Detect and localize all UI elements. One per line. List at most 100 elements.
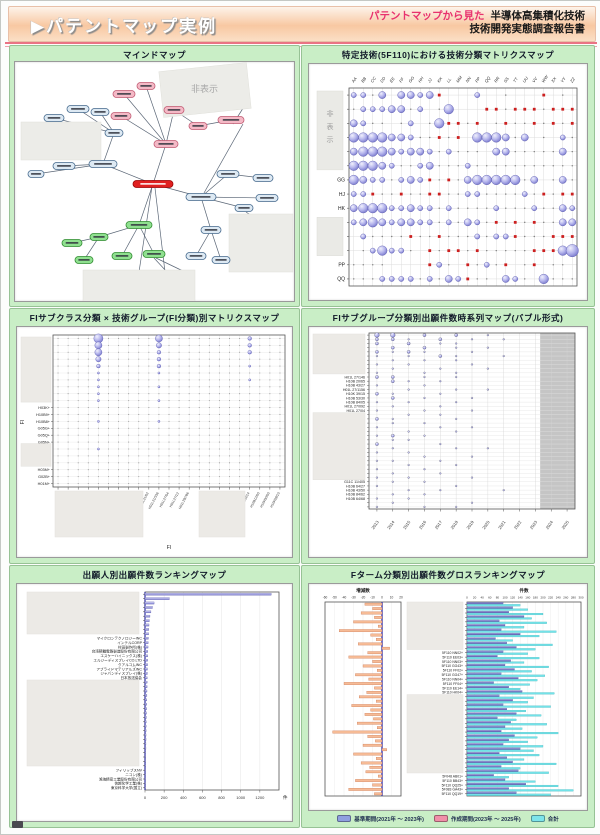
ranking-row-label: クアルコムINC (118, 662, 142, 667)
matrix2-row-label: G05N+ (38, 440, 51, 444)
page-header: ▶パテントマップ実例 パテントマップから見た 半導体高集積化技術 技術開発実態調査… (8, 6, 596, 42)
gross-total-bar (466, 745, 544, 748)
ranking-bar (144, 641, 149, 644)
gross-total-bar (466, 652, 528, 655)
ranking-bar (144, 716, 147, 719)
gross-base-bar (466, 655, 498, 658)
timeseries-row-label: H01L 27/146 (345, 375, 365, 379)
matrix2-x-axis-label: FI (167, 545, 171, 551)
gross-total-bar (466, 758, 525, 761)
timeseries-row-label: H10B 43/50 (346, 488, 365, 492)
gross-base-bar (466, 615, 525, 618)
legend-label: 基準期間(2021年 ～ 2023年) (354, 816, 424, 823)
gross-delta-bar (372, 607, 383, 610)
matrix1-title: 特定技術(5F110)における技術分類マトリクスマップ (341, 50, 555, 60)
matrix2-row-label: H10B8+ (36, 420, 51, 424)
panel-ranking: 出願人別出願件数ランキングマップ マイクロンテクノロジーINC インテルCORP 村… (9, 565, 300, 828)
gross-delta-bar (348, 788, 383, 791)
matrix2-x-label: H01L29/786 (178, 491, 190, 509)
panel-mindmap: マインドマップ 非表示 (9, 45, 300, 307)
ranking-x-tick: 400 (180, 795, 187, 800)
ranking-bar (144, 755, 146, 759)
ranking-bar (144, 636, 149, 640)
gross-legend: 基準期間(2021年 ～ 2023年) 作成期間(2023年 ～ 2025年) 合計 (302, 812, 594, 825)
matrix2-row-label: H03K+ (38, 406, 50, 410)
gross-base-bar (466, 641, 508, 644)
ranking-bar (144, 663, 148, 666)
legend-swatch (433, 815, 448, 822)
gross-total-bar (466, 776, 509, 779)
gross-row-label: 5F048 AB01+ (442, 774, 463, 778)
gross-row-label: 5F110 HK04+ (442, 691, 463, 695)
timeseries-year-label: 2024 (545, 519, 555, 530)
gross-delta-bar (375, 739, 383, 743)
gross-base-bar (466, 606, 513, 609)
gross-total-bar (466, 687, 521, 690)
gross-right-axis-title: 件数 (519, 587, 529, 594)
gross-base-bar (466, 628, 502, 631)
timeseries-row-label: H01L 27/1156 (343, 388, 365, 392)
redaction-box (316, 90, 344, 171)
matrix1-col-label: CC (369, 75, 377, 84)
ranking-bar (144, 654, 148, 658)
matrix1-col-label: AA (350, 76, 358, 84)
legend-item: 基準期間(2021年 ～ 2023年) (337, 815, 424, 823)
gross-base-bar (466, 791, 517, 794)
gross-delta-bar (376, 757, 383, 760)
mindmap-watermark: 非表示 (191, 83, 218, 94)
gross-delta-bar (377, 726, 383, 730)
gross-right-tick: 100 (502, 596, 507, 600)
gross-delta-bar (353, 620, 383, 624)
gross-total-bar (466, 705, 551, 708)
mindmap-title: マインドマップ (122, 50, 186, 60)
matrix1-col-label: PP (474, 76, 481, 84)
gross-delta-bar (362, 743, 383, 747)
ranking-x-tick: 1000 (236, 795, 246, 800)
gross-delta-bar (378, 624, 383, 628)
gross-right-tick: 20 (473, 596, 477, 600)
matrix1-row-label: QQ (337, 277, 345, 283)
matrix1-col-label: SS (502, 76, 509, 84)
ranking-bar (144, 676, 148, 680)
gross-base-bar (466, 725, 506, 728)
ranking-x-tick: 0 (144, 795, 147, 800)
ranking-bar (144, 707, 147, 710)
gross-total-bar (466, 657, 540, 660)
redaction-box (312, 333, 366, 375)
matrix2-row-label: G02B+ (38, 475, 51, 479)
gross-delta-bar (374, 686, 383, 690)
gross-base-bar (466, 716, 498, 719)
matrix2-row-label: H10B9+ (36, 413, 51, 417)
matrix1-col-label: LL (445, 76, 452, 83)
gross-delta-bar (381, 748, 387, 752)
timeseries-year-label: 2014 (386, 519, 396, 530)
gross-total-bar (466, 608, 528, 611)
ranking-bar (144, 597, 170, 600)
ranking-bar (144, 667, 148, 671)
matrix1-col-label: RR (493, 76, 501, 84)
gross-right-tick: 120 (510, 596, 515, 600)
ranking-row-label: インテルCORP (117, 640, 142, 645)
ranking-x-tick: 1200 (255, 795, 265, 800)
gross-base-bar (466, 611, 509, 614)
gross-base-bar (466, 734, 515, 737)
ranking-bar (144, 782, 146, 785)
gross-delta-bar (367, 735, 383, 738)
timeseries-row-label: G11C 11/405 (344, 480, 365, 484)
redaction-box (312, 412, 366, 480)
ranking-row-label: ニコン(株) (125, 772, 142, 777)
gross-delta-bar (355, 673, 383, 677)
gross-base-bar (466, 738, 509, 741)
gross-total-bar (466, 793, 551, 796)
gross-base-bar (466, 765, 502, 768)
timeseries-row-label: H01L 27/092 (345, 405, 365, 409)
gross-total-bar (466, 635, 540, 638)
panel-matrix1: 特定技術(5F110)における技術分類マトリクスマップ AA BB CC DD EE FF… (301, 45, 595, 307)
gross-delta-bar (381, 646, 390, 650)
gross-right-tick: 0 (466, 596, 468, 600)
gross-delta-bar (373, 717, 383, 721)
gross-delta-bar (362, 664, 383, 668)
gross-base-bar (466, 774, 494, 777)
